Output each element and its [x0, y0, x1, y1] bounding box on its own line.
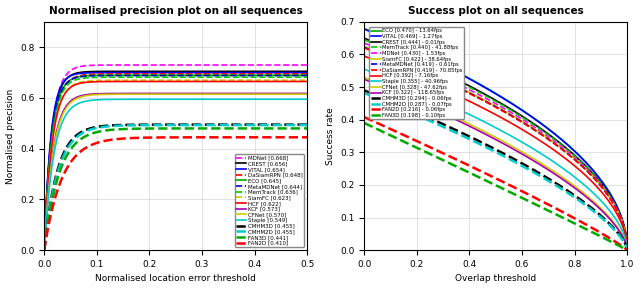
- X-axis label: Overlap threshold: Overlap threshold: [455, 275, 536, 284]
- Legend: ECO [0.470] - 13.64fps, VITAL [0.469] - 1.27fps, CREST [0.444] - 0.01fps, MemTra: ECO [0.470] - 13.64fps, VITAL [0.469] - …: [369, 27, 464, 119]
- Legend: MDNet [0.668], CREST [0.656], VITAL [0.654], DaSiamRPN [0.648], ECO [0.645], Met: MDNet [0.668], CREST [0.656], VITAL [0.6…: [235, 154, 305, 247]
- Y-axis label: Success rate: Success rate: [326, 107, 335, 165]
- X-axis label: Normalised location error threshold: Normalised location error threshold: [95, 275, 256, 284]
- Y-axis label: Normalised precision: Normalised precision: [6, 88, 15, 184]
- Title: Normalised precision plot on all sequences: Normalised precision plot on all sequenc…: [49, 5, 303, 16]
- Title: Success plot on all sequences: Success plot on all sequences: [408, 5, 584, 16]
